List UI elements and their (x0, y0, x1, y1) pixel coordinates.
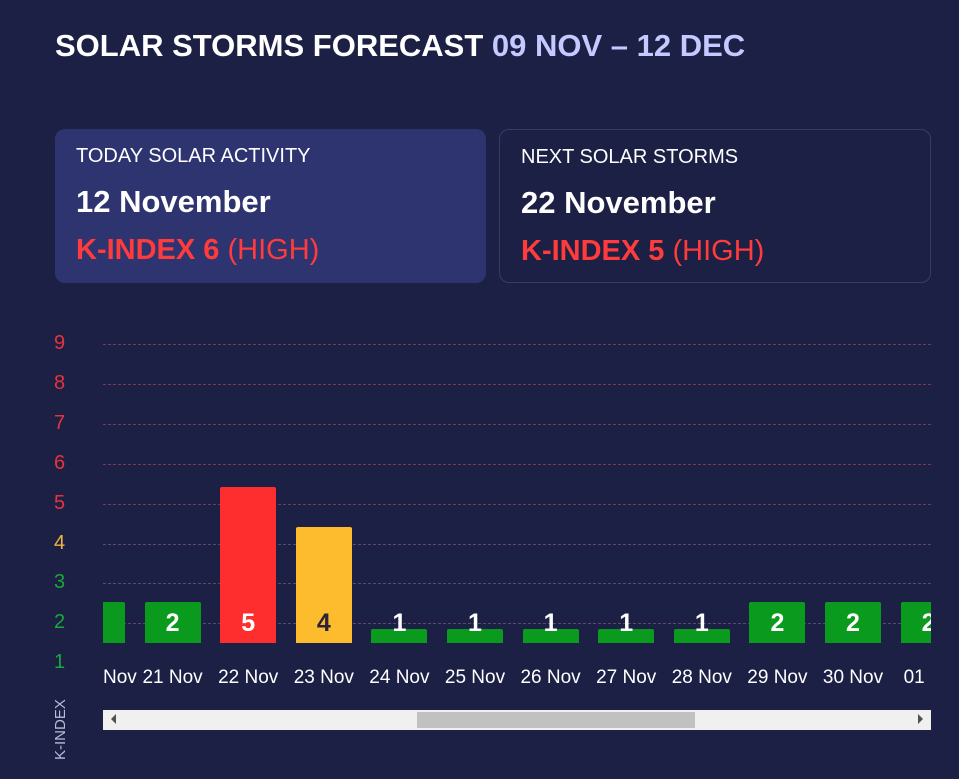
date-range: 09 NOV – 12 DEC (491, 28, 746, 63)
bar-20-nov[interactable] (103, 602, 125, 643)
bar-25-nov[interactable] (447, 629, 503, 643)
page-title: SOLAR STORMS FORECAST 09 NOV – 12 DEC (55, 28, 745, 64)
y-tick-label: 4 (54, 531, 66, 554)
grid-line (103, 503, 931, 505)
x-tick-label: 30 Nov (822, 667, 884, 688)
next-storm-card: NEXT SOLAR STORMS 22 November K-INDEX 5 … (499, 129, 931, 283)
bar-value-label: 2 (921, 609, 931, 637)
x-tick-label: 27 Nov (596, 667, 657, 688)
today-activity-label: TODAY SOLAR ACTIVITY (76, 145, 311, 167)
y-axis-title: K-INDEX (52, 699, 69, 760)
x-tick-label: 29 Nov (747, 667, 808, 688)
grid-line (103, 463, 931, 465)
chart-horizontal-scrollbar[interactable] (103, 710, 931, 730)
bar-27-nov[interactable] (598, 629, 655, 643)
y-tick-label: 9 (54, 332, 66, 354)
y-tick-label: 8 (54, 371, 66, 394)
scroll-thumb[interactable] (417, 712, 695, 728)
grid-line (103, 583, 931, 585)
next-storm-label: NEXT SOLAR STORMS (521, 146, 739, 168)
bar-23-nov[interactable] (295, 526, 352, 643)
x-axis-labels: Nov 21 Nov 22 Nov 23 Nov 24 Nov 25 Nov 26 Nov 2… (103, 320, 931, 700)
grid-line (103, 543, 931, 545)
next-kindex-level: (HIGH) (672, 235, 765, 267)
bar-value-label: 2 (165, 609, 180, 637)
next-storm-date: 22 November (521, 185, 716, 220)
y-tick-label: 2 (54, 611, 66, 634)
bar-22-nov[interactable] (220, 486, 277, 643)
bar-value-label: 1 (543, 609, 558, 637)
x-tick-label: 22 Nov (218, 667, 279, 688)
today-activity-card: TODAY SOLAR ACTIVITY 12 November K-INDEX… (55, 129, 486, 283)
bar-26-nov[interactable] (522, 629, 579, 643)
scroll-right-icon[interactable] (918, 714, 923, 724)
bar-value-label: 1 (468, 609, 482, 637)
bar-value-label: 1 (392, 609, 407, 637)
scroll-left-icon[interactable] (111, 714, 116, 724)
x-tick-label: 23 Nov (293, 667, 354, 688)
today-activity-date: 12 November (76, 184, 271, 219)
bar-30-nov[interactable] (825, 602, 881, 643)
bar-21-nov[interactable] (144, 602, 201, 643)
x-tick-label: 21 Nov (142, 667, 203, 688)
bar-value-label: 2 (103, 609, 125, 638)
y-tick-label: 5 (54, 491, 66, 514)
x-tick-label: 26 Nov (520, 667, 581, 688)
bar-value-label: 2 (846, 609, 860, 637)
x-tick-label: 25 Nov (444, 667, 506, 688)
today-kindex: K-INDEX 6 (HIGH) (76, 234, 465, 267)
grid-line (103, 423, 931, 425)
bar-value-label: 4 (316, 609, 331, 637)
next-kindex: K-INDEX 5 (HIGH) (521, 235, 909, 268)
x-tick-label: 01 D (903, 667, 931, 688)
bar-value-label: 2 (770, 609, 785, 637)
next-kindex-value: K-INDEX 5 (521, 235, 665, 267)
chart-plot-area: 2 2 5 4 1 1 1 1 1 2 2 2 (103, 320, 931, 700)
y-tick-label: 7 (54, 411, 66, 434)
bar-24-nov[interactable] (371, 629, 428, 643)
bar-value-label: 1 (619, 609, 634, 637)
x-tick-label: 24 Nov (369, 667, 430, 688)
today-kindex-level: (HIGH) (227, 234, 320, 266)
bar-value-label: 1 (694, 609, 709, 637)
bar-29-nov[interactable] (749, 602, 806, 643)
today-kindex-value: K-INDEX 6 (76, 234, 220, 266)
title-text: SOLAR STORMS FORECAST (55, 28, 484, 63)
y-tick-label: 6 (54, 451, 66, 474)
bar-01-dec[interactable] (900, 602, 931, 643)
x-tick-label: 28 Nov (671, 667, 732, 688)
bar-28-nov[interactable] (673, 629, 730, 643)
x-tick-label: Nov (103, 667, 137, 688)
grid-line (103, 344, 931, 345)
grid-line (103, 623, 931, 625)
grid-line (103, 383, 931, 385)
bar-value-label: 5 (241, 609, 256, 637)
y-tick-label: 3 (54, 571, 66, 594)
y-tick-label: 1 (54, 651, 66, 674)
